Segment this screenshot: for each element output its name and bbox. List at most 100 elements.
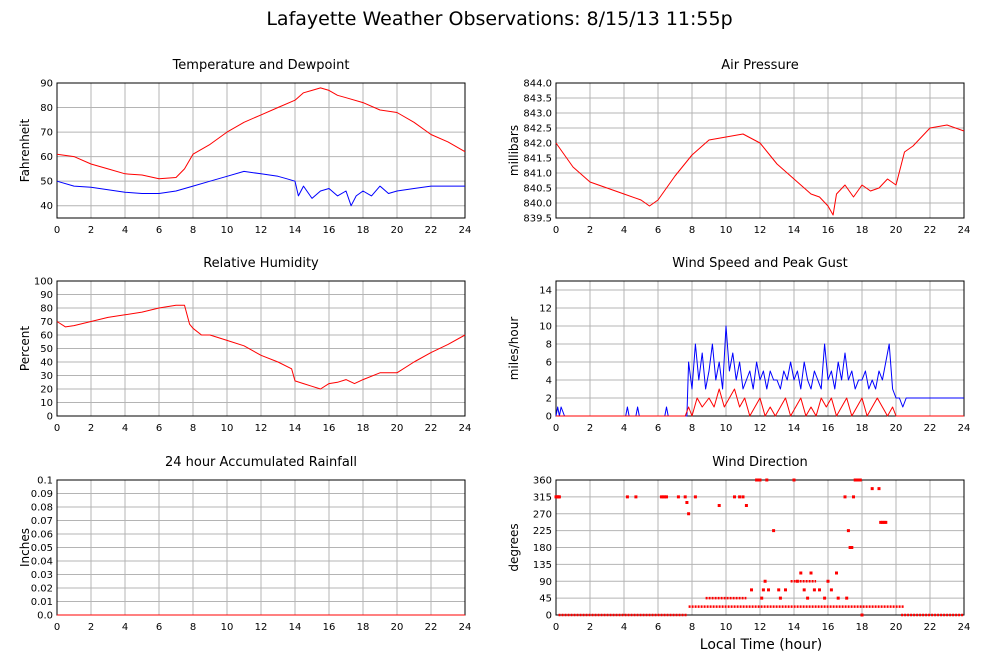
- x-tick-label: 24: [958, 225, 971, 236]
- x-tick-label: 16: [822, 622, 835, 633]
- x-tick-label: 22: [425, 622, 438, 633]
- direction-point: [772, 529, 776, 533]
- y-tick-label: 12: [539, 304, 552, 315]
- direction-point: [676, 495, 680, 499]
- direction-point: [858, 478, 862, 482]
- x-tick-label: 12: [255, 423, 268, 434]
- direction-point: [848, 546, 852, 549]
- x-tick-label: 14: [788, 225, 801, 236]
- direction-point: [634, 495, 638, 499]
- y-tick-label: 841.0: [523, 169, 552, 180]
- direction-point: [661, 495, 665, 499]
- x-tick-label: 16: [323, 225, 336, 236]
- x-tick-label: 14: [289, 622, 302, 633]
- y-tick-label: 10: [539, 322, 552, 333]
- direction-point: [806, 596, 810, 600]
- direction-point: [756, 478, 760, 482]
- x-tick-label: 0: [553, 622, 559, 633]
- y-axis-label: miles/hour: [507, 317, 521, 381]
- y-axis-label: millibars: [507, 125, 521, 176]
- direction-point: [799, 571, 803, 575]
- direction-point: [792, 478, 796, 482]
- x-tick-label: 22: [425, 423, 438, 434]
- y-tick-label: 90: [539, 577, 552, 588]
- y-tick-label: 70: [40, 317, 53, 328]
- y-tick-label: 60: [40, 331, 53, 342]
- x-tick-label: 0: [54, 225, 60, 236]
- y-tick-label: 225: [533, 526, 552, 537]
- series-line: [555, 124, 965, 216]
- y-tick-label: 0.1: [37, 476, 53, 487]
- chart-title: Temperature and Dewpoint: [172, 58, 350, 73]
- direction-point: [846, 529, 850, 533]
- direction-point: [853, 478, 857, 482]
- y-tick-label: 315: [533, 492, 552, 503]
- series-line: [56, 87, 466, 180]
- x-tick-label: 8: [190, 622, 196, 633]
- x-tick-label: 16: [822, 423, 835, 434]
- x-tick-label: 2: [587, 423, 593, 434]
- direction-point: [843, 495, 847, 499]
- y-tick-label: 50: [40, 344, 53, 355]
- x-tick-label: 10: [221, 622, 234, 633]
- direction-point: [879, 520, 883, 524]
- x-tick-label: 8: [190, 423, 196, 434]
- direction-point: [763, 579, 767, 583]
- y-tick-label: 0.03: [31, 570, 53, 581]
- direction-point: [758, 478, 762, 482]
- y-tick-label: 0.04: [31, 557, 53, 568]
- y-tick-label: 0: [546, 611, 552, 622]
- x-tick-label: 12: [754, 423, 767, 434]
- x-tick-label: 2: [88, 423, 94, 434]
- x-tick-label: 6: [655, 423, 661, 434]
- x-tick-label: 2: [88, 622, 94, 633]
- x-tick-label: 20: [890, 225, 903, 236]
- x-tick-label: 18: [357, 225, 370, 236]
- y-tick-label: 844.0: [523, 79, 552, 90]
- y-tick-label: 40: [40, 201, 53, 212]
- direction-point: [687, 512, 691, 516]
- x-tick-label: 4: [122, 225, 128, 236]
- y-tick-label: 842.0: [523, 139, 552, 150]
- direction-point: [693, 495, 697, 499]
- chart-title: 24 hour Accumulated Rainfall: [165, 455, 357, 470]
- y-axis-label: Inches: [18, 528, 32, 567]
- x-tick-label: 8: [689, 622, 695, 633]
- direction-point: [818, 588, 821, 592]
- x-tick-label: 20: [890, 423, 903, 434]
- x-tick-label: 14: [788, 423, 801, 434]
- direction-point: [795, 579, 799, 583]
- x-tick-label: 14: [289, 225, 302, 236]
- x-tick-label: 14: [289, 423, 302, 434]
- x-tick-label: 8: [689, 423, 695, 434]
- y-tick-label: 2: [546, 394, 552, 405]
- direction-point: [778, 596, 782, 600]
- chart-title: Wind Speed and Peak Gust: [672, 256, 847, 271]
- direction-point: [809, 571, 813, 575]
- y-tick-label: 0.0: [37, 611, 53, 622]
- x-tick-label: 20: [890, 622, 903, 633]
- x-tick-label: 0: [553, 225, 559, 236]
- y-tick-label: 135: [533, 560, 552, 571]
- y-tick-label: 842.5: [523, 124, 552, 135]
- x-tick-label: 10: [720, 423, 733, 434]
- x-tick-label: 18: [856, 622, 869, 633]
- direction-point: [860, 613, 864, 617]
- direction-point: [850, 546, 854, 549]
- direction-point: [625, 495, 629, 499]
- plot-frame: [56, 82, 466, 219]
- y-tick-label: 10: [40, 398, 53, 409]
- y-axis-label: Fahrenheit: [18, 118, 32, 182]
- x-tick-label: 12: [754, 622, 767, 633]
- y-tick-label: 45: [539, 594, 552, 605]
- x-tick-label: 6: [156, 225, 162, 236]
- direction-point: [683, 495, 687, 499]
- direction-point: [557, 495, 561, 499]
- y-tick-label: 270: [533, 509, 552, 520]
- y-tick-label: 0.06: [31, 530, 53, 541]
- y-tick-label: 0.01: [31, 597, 53, 608]
- y-tick-label: 4: [546, 376, 552, 387]
- y-tick-label: 80: [40, 304, 53, 315]
